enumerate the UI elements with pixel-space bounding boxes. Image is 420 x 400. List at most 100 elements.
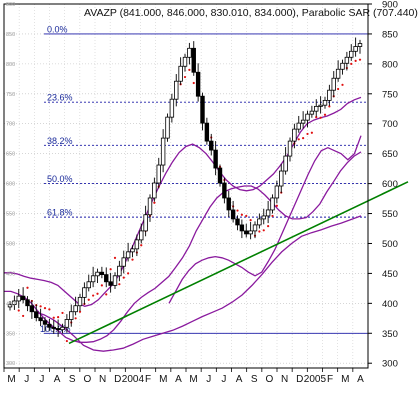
x-tick-label: 2005 — [304, 374, 327, 385]
x-tick-label: F — [327, 374, 333, 385]
sar-dot — [105, 293, 108, 296]
sar-dot — [122, 276, 125, 279]
candle-body — [130, 248, 135, 253]
candle-body — [77, 296, 83, 307]
y-tick-label: 650 — [382, 149, 398, 160]
candle-body — [147, 197, 153, 216]
candle-body — [274, 185, 280, 199]
fib-label: 50.0% — [47, 174, 73, 184]
candle-body — [38, 317, 43, 322]
sar-dot — [258, 230, 261, 233]
sar-dot — [48, 308, 51, 311]
candle-body — [99, 271, 105, 276]
candle-body — [279, 170, 284, 187]
candle-body — [217, 167, 223, 184]
candle-body — [152, 182, 157, 199]
x-tick-label: A — [357, 374, 364, 385]
x-tick-label: M — [7, 374, 15, 385]
trendline-segment — [68, 181, 409, 345]
x-tick-label: M — [341, 374, 349, 385]
candle-body — [182, 56, 188, 67]
candle-body — [51, 326, 56, 329]
band-line — [4, 96, 362, 307]
x-tick-label: O — [266, 374, 274, 385]
x-tick-label: A — [236, 374, 243, 385]
x-tick-label: 2004 — [122, 374, 145, 385]
sar-dot — [183, 75, 187, 79]
candle-body — [174, 80, 179, 100]
candle-body — [187, 47, 192, 58]
y-left-tick-label: 600 — [6, 182, 15, 188]
sar-dot — [319, 116, 322, 119]
y-left-tick-label: 400 — [6, 301, 15, 307]
candle-body — [340, 62, 345, 70]
sar-dot — [236, 209, 239, 212]
band-line — [33, 215, 362, 352]
y-tick-label: 850 — [382, 29, 398, 40]
candle-body — [235, 218, 240, 226]
x-tick-label: J — [24, 374, 29, 385]
y-left-tick-label: 750 — [6, 92, 15, 98]
sar-dot — [74, 317, 77, 320]
sar-dot — [341, 83, 344, 86]
candle-body — [283, 155, 288, 172]
sar-dot — [78, 310, 82, 313]
x-tick-label: J — [206, 374, 211, 385]
sar-dot — [310, 131, 313, 134]
candle-body — [349, 50, 354, 58]
candle-body — [60, 326, 65, 331]
y-tick-label: 600 — [382, 179, 398, 190]
sar-dot — [297, 138, 300, 141]
y-axis-left: 300 350 400 450 500 550 600 650 700 750 800 850 900 — [6, 2, 15, 367]
candle-body — [42, 320, 48, 325]
candle-body — [252, 224, 258, 232]
bollinger-bands — [4, 96, 362, 352]
trendline — [68, 181, 409, 345]
x-tick-label: N — [99, 374, 106, 385]
sar-dot — [131, 258, 134, 261]
x-tick-label: F — [145, 374, 151, 385]
y-tick-label: 500 — [382, 239, 398, 250]
candle-body — [108, 281, 113, 286]
y-left-tick-label: 650 — [6, 152, 15, 158]
y-left-tick-label: 850 — [6, 32, 15, 38]
candle-body — [261, 215, 266, 220]
x-tick-label: N — [281, 374, 288, 385]
candle-body — [64, 319, 70, 328]
sar-dot — [127, 272, 130, 275]
sar-dot — [118, 283, 121, 286]
sar-dot — [240, 213, 243, 216]
fib-label: 0.0% — [47, 24, 68, 34]
y-tick-label: 750 — [382, 89, 398, 100]
candle-body — [239, 224, 245, 232]
candle-body — [244, 230, 249, 235]
candle-body — [191, 47, 196, 73]
x-tick-label: J — [221, 374, 226, 385]
candle-body — [73, 305, 78, 313]
candle-body — [47, 323, 52, 328]
candle-body — [16, 295, 21, 302]
y-left-tick-label: 550 — [6, 212, 15, 218]
sar-dot — [100, 284, 103, 287]
sar-dot — [52, 316, 55, 319]
sar-dot — [323, 113, 327, 116]
sar-dot — [140, 244, 143, 247]
candle-body — [25, 299, 30, 307]
y-left-tick-label: 500 — [6, 241, 15, 247]
x-tick-label: M — [189, 374, 197, 385]
sar-dot — [306, 132, 309, 136]
sar-dot — [267, 225, 270, 228]
x-tick-label: S — [69, 374, 76, 385]
candle-body — [20, 295, 26, 301]
candle-body — [169, 98, 175, 118]
candle-body — [82, 287, 87, 298]
candle-body — [12, 300, 17, 305]
y-left-tick-label: 900 — [6, 2, 15, 8]
sar-dot — [275, 204, 278, 207]
candle-body — [226, 197, 231, 211]
y-left-tick-label: 300 — [6, 361, 15, 367]
candle-body — [309, 110, 315, 115]
candle-body — [121, 257, 126, 267]
fib-label: 38.2% — [47, 136, 73, 146]
